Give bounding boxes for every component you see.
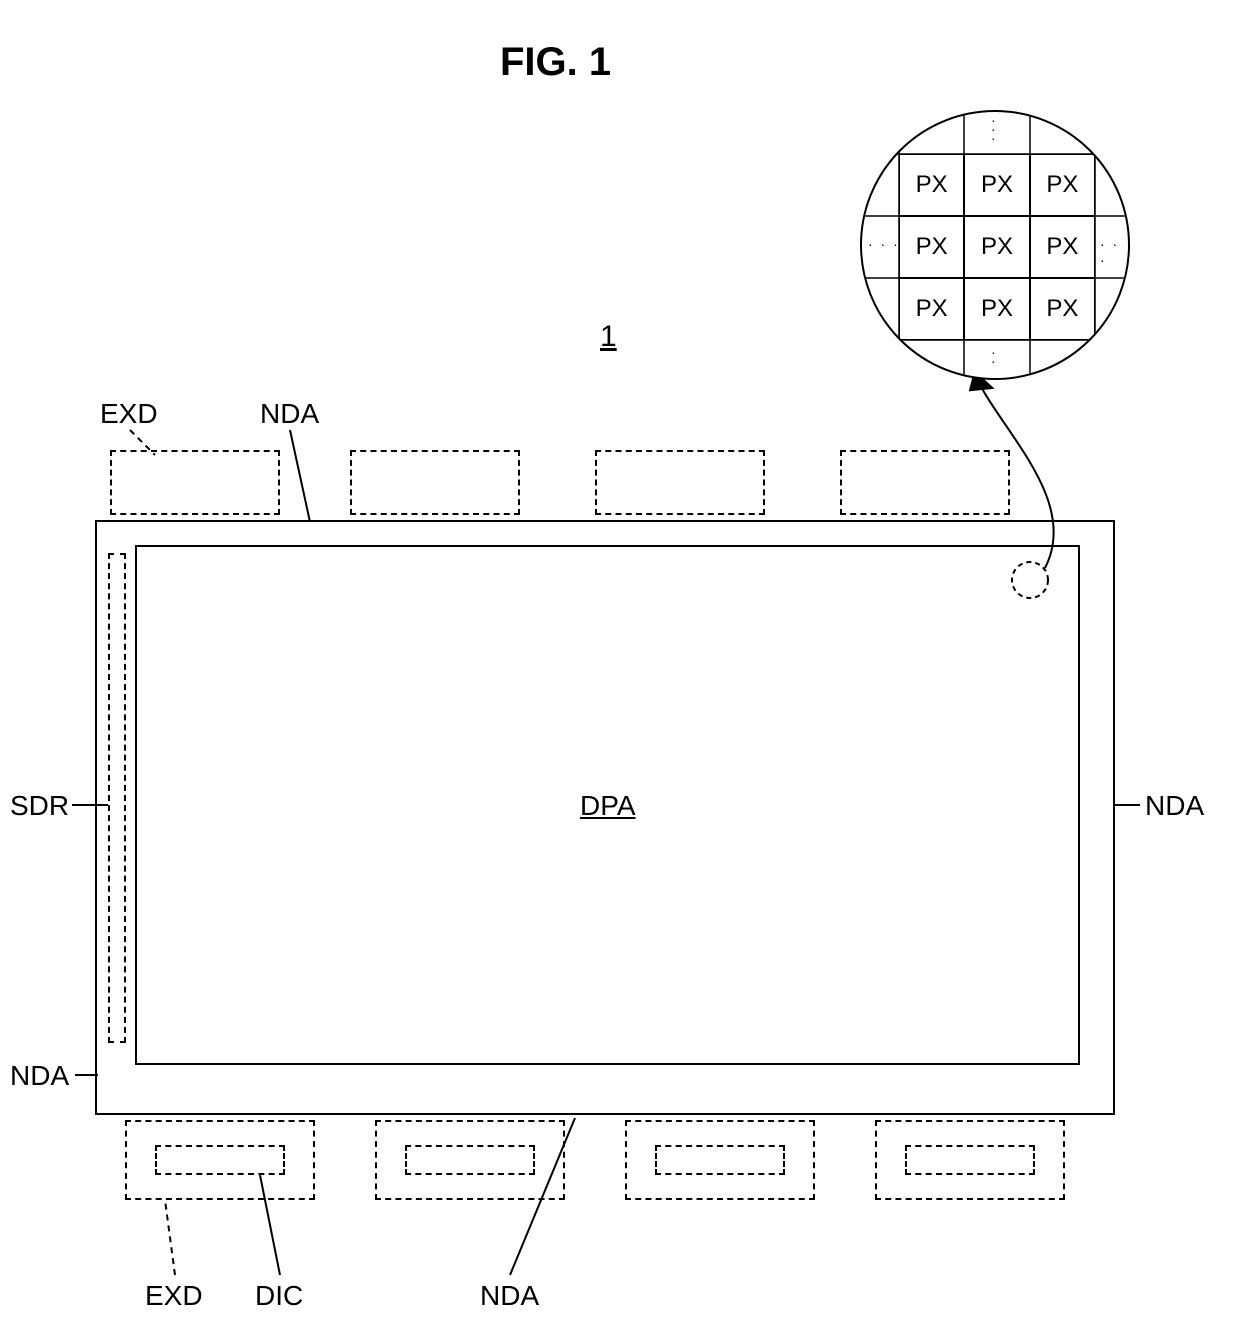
dots-right: · · · [1100,236,1128,268]
inset-gridlines [862,112,1130,380]
dots-top: · · · [991,116,998,143]
dots-left: · · · [868,236,900,252]
figure-canvas: FIG. 1 1 DPA EXD NDA SDR NDA NDA EXD DIC… [0,0,1240,1327]
pixel-inset-circle: PX PX PX PX PX PX PX PX PX · · · · · · ·… [860,110,1130,380]
dots-bottom: · · [991,348,998,366]
